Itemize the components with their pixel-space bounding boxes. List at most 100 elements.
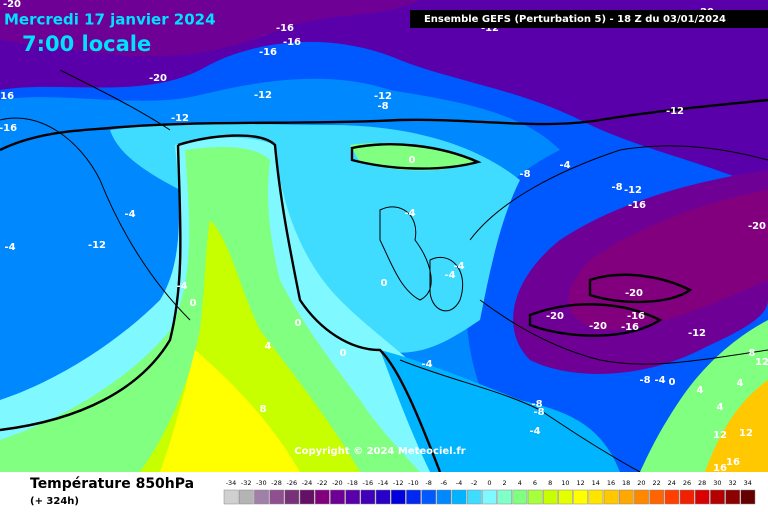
color-legend: -34 -32 -30 -28 -26 -24 -22 -20 -18 -16 -14 -12 -10-… <box>223 479 756 505</box>
legend-tick-label: 10 <box>561 479 569 487</box>
legend-tick-label: 32 <box>728 479 736 487</box>
model-info: Ensemble GEFS (Perturbation 5) - 18 Z du… <box>424 14 726 25</box>
contour-label: -20 <box>546 311 564 322</box>
contour-label: -4 <box>124 209 135 220</box>
legend-tick-label: -6 <box>441 479 447 487</box>
legend-swatch <box>618 489 634 505</box>
cold-core <box>0 0 420 57</box>
contour-label: 4 <box>697 385 704 396</box>
legend-tick-label: -30 <box>256 479 267 487</box>
legend-swatch <box>238 489 254 505</box>
legend-tick-label: 34 <box>744 479 752 487</box>
legend-swatch <box>466 489 482 505</box>
isotherm <box>350 143 482 170</box>
legend-swatch <box>573 489 589 505</box>
legend-tick-label: -2 <box>471 479 477 487</box>
legend-tick-label: -34 <box>226 479 237 487</box>
contour-label: -16 <box>621 322 639 333</box>
legend-swatch <box>694 489 710 505</box>
legend-tick-label: 2 <box>503 479 507 487</box>
legend-swatch <box>360 489 376 505</box>
contour-label: -16 <box>276 23 294 34</box>
isotherm <box>588 273 693 304</box>
legend-swatch <box>588 489 604 505</box>
legend-swatch <box>649 489 665 505</box>
contour-label: 0 <box>409 155 416 166</box>
legend-tick-label: 26 <box>683 479 691 487</box>
legend-swatch <box>634 489 649 505</box>
legend-swatch <box>223 489 239 505</box>
time: 7:00 locale <box>22 32 151 56</box>
legend-swatch <box>512 489 528 505</box>
contour-label: -4 <box>404 208 415 219</box>
contour-label: -4 <box>176 281 187 292</box>
contour-label: -20 <box>748 221 766 232</box>
legend-tick-label: -26 <box>286 479 297 487</box>
legend-swatch <box>330 489 345 505</box>
contour-label: 8 <box>749 348 756 359</box>
contour-label: -4 <box>4 242 15 253</box>
europe-core <box>568 190 768 330</box>
legend-swatch <box>603 489 619 505</box>
legend-tick-label: 16 <box>607 479 615 487</box>
contour-label: -16 <box>283 37 301 48</box>
legend-tick-label: 18 <box>622 479 630 487</box>
legend-swatch <box>497 489 513 505</box>
contour-label: -12 <box>171 113 189 124</box>
contour-label: -16 <box>628 200 646 211</box>
legend-tick-label: 20 <box>637 479 645 487</box>
contour-label: 0 <box>295 318 302 329</box>
legend-tick-label: 24 <box>668 479 676 487</box>
legend-tick-label: -20 <box>332 479 343 487</box>
legend-swatch <box>299 489 315 505</box>
contour-label: -16 <box>627 311 645 322</box>
contour-label: -4 <box>654 375 665 386</box>
svalbard-warm <box>350 143 475 171</box>
contour-label: 0 <box>190 298 197 309</box>
legend-tick-label: -16 <box>362 479 373 487</box>
legend-swatch <box>406 489 421 505</box>
legend-tick-label: 8 <box>548 479 552 487</box>
contour-label: 0 <box>669 377 676 388</box>
isotherm <box>528 303 663 337</box>
legend-tick-label: 12 <box>576 479 584 487</box>
contour-label: -4 <box>529 426 540 437</box>
date: Mercredi 17 janvier 2024 <box>4 11 216 29</box>
contour-label: -16 <box>0 123 17 134</box>
isotherm <box>177 134 442 473</box>
legend-tick-label: -24 <box>302 479 313 487</box>
legend-swatch <box>314 489 330 505</box>
legend-tick-label: -14 <box>378 479 389 487</box>
contour-label: -20 <box>625 288 643 299</box>
isotherm <box>0 98 768 152</box>
legend-tick-label: -18 <box>347 479 358 487</box>
legend-swatch <box>254 489 269 505</box>
contour-label: -20 <box>3 0 21 10</box>
coastline <box>399 145 768 473</box>
legend-swatch <box>269 489 285 505</box>
legend-swatch <box>542 489 558 505</box>
legend-tick-label: -28 <box>271 479 282 487</box>
contour-label: -20 <box>149 73 167 84</box>
contour-label: 8 <box>260 404 267 415</box>
legend-tick-label: -22 <box>317 479 328 487</box>
contour-label: -20 <box>589 321 607 332</box>
contour-label: -12 <box>624 185 642 196</box>
contour-label: -12 <box>88 240 106 251</box>
legend-swatch <box>375 489 391 505</box>
legend-swatch <box>421 489 437 505</box>
med-field <box>380 350 620 472</box>
contour-label: 16 <box>726 457 740 468</box>
legend-swatch <box>436 489 452 505</box>
contour-label: -12 <box>254 90 272 101</box>
contour-label: -8 <box>611 182 622 193</box>
contour-label: 0 <box>340 348 347 359</box>
legend-swatch <box>390 489 406 505</box>
legend-tick-label: -32 <box>241 479 252 487</box>
legend-swatch <box>664 489 680 505</box>
contour-label: 4 <box>737 378 744 389</box>
legend-tick-label: -10 <box>408 479 419 487</box>
legend-tick-label: 22 <box>652 479 660 487</box>
legend-tick-label: -8 <box>425 479 431 487</box>
